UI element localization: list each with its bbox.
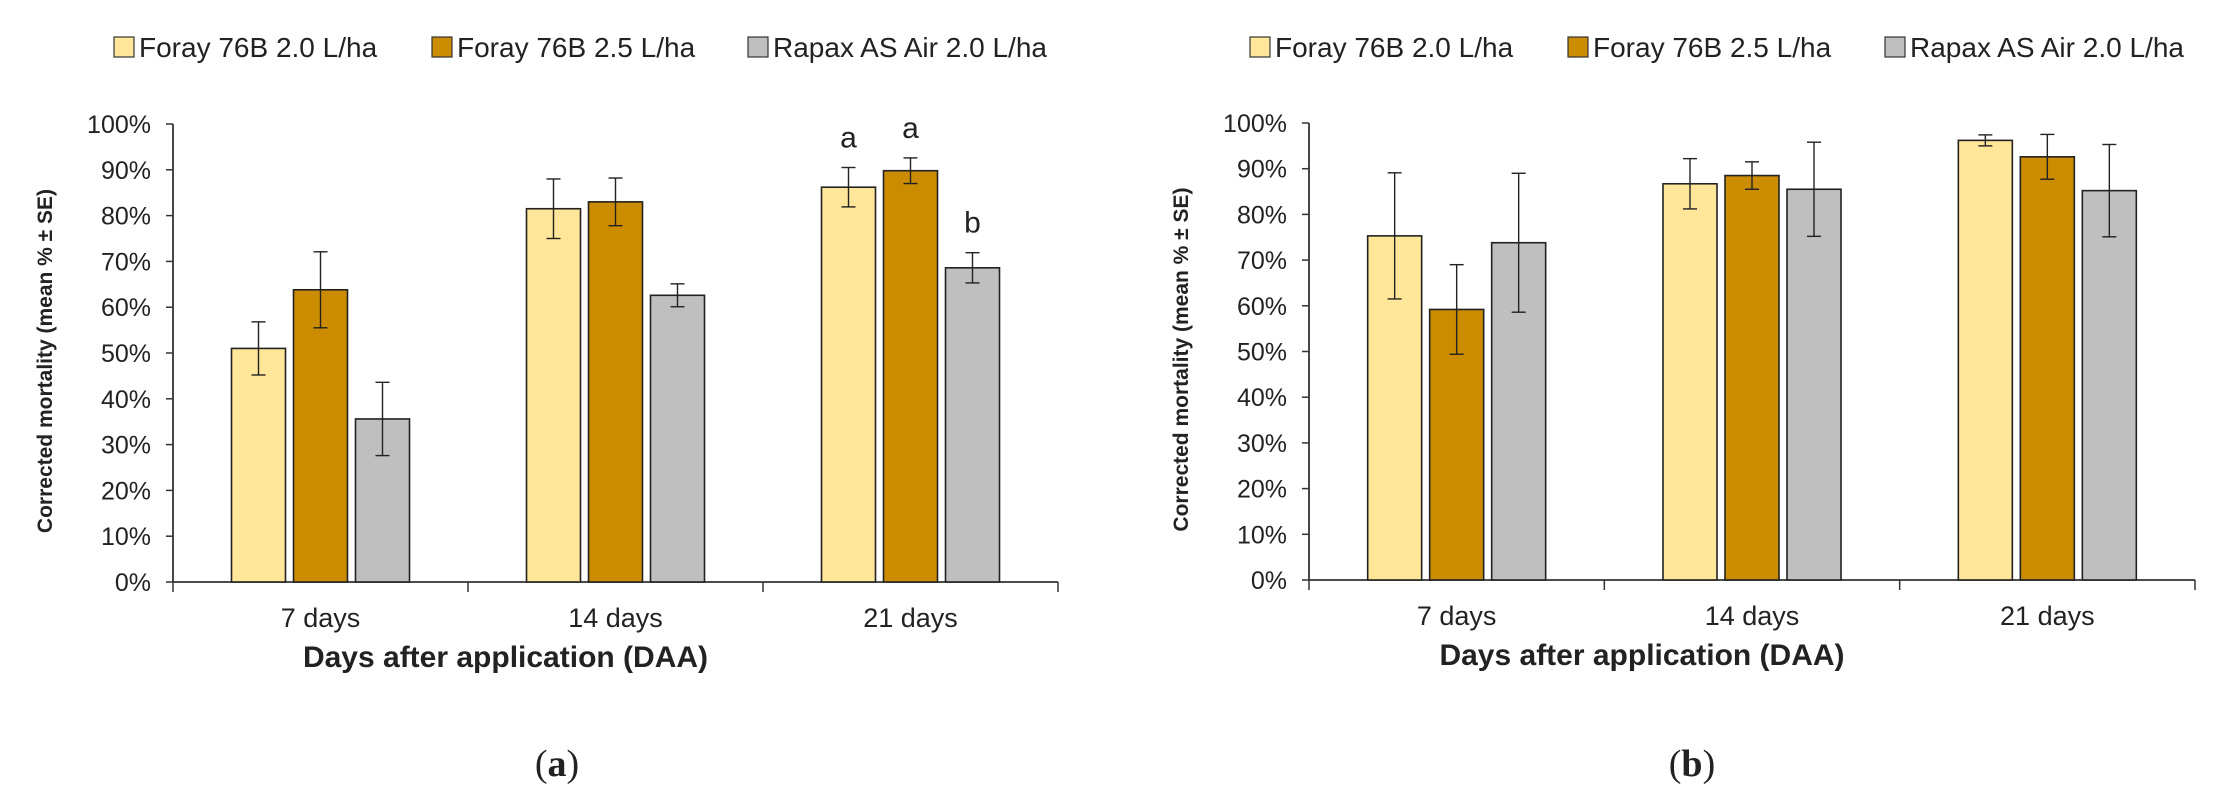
bar <box>1957 139 2014 581</box>
legend-swatch <box>431 36 453 58</box>
y-tick-label: 10% <box>1237 521 1287 549</box>
y-tick-label: 30% <box>101 432 151 460</box>
x-axis-title: Days after application (DAA) <box>1439 639 1844 672</box>
y-tick-label: 0% <box>115 569 151 597</box>
panel-label: b <box>1681 743 1702 785</box>
significance-letter: b <box>964 207 981 240</box>
legend-swatch <box>1884 36 1906 58</box>
y-tick-label: 0% <box>1251 567 1287 595</box>
panel-caption: (b) <box>1669 743 1715 785</box>
y-tick-label: 70% <box>101 248 151 276</box>
y-tick-label: 20% <box>1237 476 1287 504</box>
bar <box>1786 188 1842 581</box>
legend-label: Rapax AS Air 2.0 L/ha <box>773 32 1047 63</box>
legend-label: Rapax AS Air 2.0 L/ha <box>1910 32 2184 63</box>
y-tick-label: 10% <box>101 523 151 551</box>
x-tick-label: 7 days <box>281 603 361 633</box>
x-tick-label: 21 days <box>863 603 958 633</box>
x-tick-label: 7 days <box>1417 601 1497 631</box>
significance-letter: a <box>840 122 857 155</box>
y-tick-label: 100% <box>1223 110 1287 138</box>
bar <box>1662 182 1718 581</box>
y-axis-title: Corrected mortality (mean % ± SE) <box>34 189 57 533</box>
panel-caption: (a) <box>535 743 579 785</box>
y-tick-label: 60% <box>101 294 151 322</box>
legend-label: Foray 76B 2.0 L/ha <box>1275 32 1514 63</box>
bar <box>2081 189 2138 581</box>
legend-label: Foray 76B 2.5 L/ha <box>457 32 696 63</box>
bar <box>2019 156 2076 581</box>
y-tick-label: 60% <box>1237 293 1287 321</box>
bar <box>525 207 582 583</box>
y-axis-title: Corrected mortality (mean % ± SE) <box>1170 187 1193 531</box>
legend-swatch <box>1249 36 1271 58</box>
y-tick-label: 30% <box>1237 430 1287 458</box>
y-tick-label: 50% <box>1237 339 1287 367</box>
bar <box>587 201 644 583</box>
bar <box>820 186 877 583</box>
significance-letter: a <box>902 112 919 145</box>
chart-panel-a: Foray 76B 2.0 L/ha Foray 76B 2.5 L/ha Rapa… <box>34 32 1059 785</box>
y-tick-label: 80% <box>1237 201 1287 229</box>
x-tick-label: 14 days <box>568 603 663 633</box>
legend-swatch <box>113 36 135 58</box>
legend-label: Foray 76B 2.0 L/ha <box>139 32 378 63</box>
x-tick-label: 14 days <box>1705 601 1800 631</box>
bar <box>1724 174 1780 581</box>
bar <box>230 347 287 583</box>
bar <box>944 267 1001 583</box>
y-tick-label: 70% <box>1237 247 1287 275</box>
legend-swatch <box>747 36 769 58</box>
y-tick-label: 50% <box>101 340 151 368</box>
y-tick-label: 90% <box>1237 156 1287 184</box>
legend-label: Foray 76B 2.5 L/ha <box>1593 32 1832 63</box>
chart-panel-b: Foray 76B 2.0 L/ha Foray 76B 2.5 L/ha Rapa… <box>1170 32 2196 785</box>
y-tick-label: 40% <box>101 386 151 414</box>
y-tick-label: 90% <box>101 157 151 185</box>
y-tick-label: 40% <box>1237 384 1287 412</box>
y-tick-label: 80% <box>101 203 151 231</box>
x-axis-title: Days after application (DAA) <box>303 641 708 674</box>
y-tick-label: 20% <box>101 477 151 505</box>
bar <box>649 294 706 583</box>
panel-label: a <box>548 743 567 785</box>
legend-swatch <box>1567 36 1589 58</box>
y-tick-label: 100% <box>87 111 151 139</box>
x-tick-label: 21 days <box>2000 601 2095 631</box>
bar <box>292 288 349 583</box>
bar <box>882 169 939 583</box>
